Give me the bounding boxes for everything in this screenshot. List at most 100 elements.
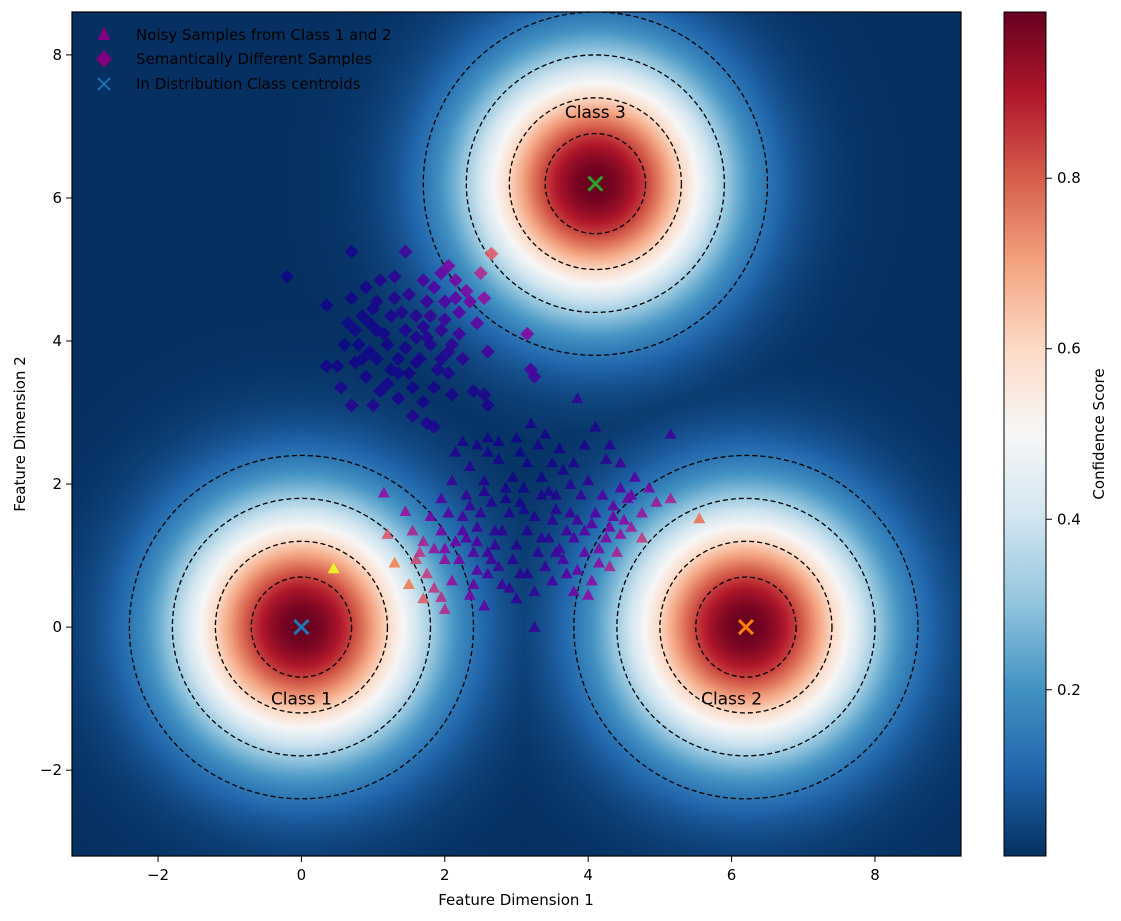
noisy-sample-point (546, 456, 559, 468)
confidence-contours (128, 12, 919, 800)
class-label: Class 2 (701, 690, 762, 710)
x-tick-label: −2 (147, 866, 169, 884)
semantic-sample-point (391, 366, 406, 381)
noisy-sample-point (560, 567, 573, 579)
noisy-sample-point (485, 553, 498, 564)
noisy-sample-point (567, 531, 580, 543)
colorbar-gradient (1003, 11, 1047, 857)
contour-circle (695, 576, 797, 678)
x-axis: −2 0 2 4 6 8 (147, 856, 880, 884)
semantic-sample-point (423, 308, 438, 323)
semantic-sample-point (380, 337, 395, 352)
noisy-sample-point (449, 445, 462, 457)
semantic-sample-point (444, 387, 459, 402)
noisy-sample-point (485, 495, 498, 507)
noisy-sample-point (618, 513, 631, 525)
colorbar-ticks: 0.2 0.4 0.6 0.8 (1046, 169, 1081, 699)
noisy-sample-point (471, 535, 484, 547)
noisy-sample-point (445, 474, 458, 486)
noisy-sample-point (449, 535, 462, 547)
noisy-sample-point (492, 453, 505, 464)
semantic-sample-point (480, 398, 495, 413)
noisy-sample-point (603, 438, 616, 450)
semantic-sample-point (441, 344, 456, 359)
noisy-sample-point (535, 470, 548, 482)
x-tick-label: 2 (440, 866, 450, 884)
noisy-sample-point (499, 492, 512, 504)
noisy-sample-point (435, 524, 448, 536)
semantic-sample-point (441, 366, 456, 381)
legend-label-centroids: In Distribution Class centroids (136, 75, 361, 93)
semantic-sample-point (398, 341, 413, 356)
semantic-sample-point (344, 244, 359, 259)
semantic-sample-point (398, 323, 413, 338)
noisy-sample-point (585, 574, 598, 586)
noisy-sample-point (503, 506, 516, 518)
semantic-sample-point (351, 337, 366, 352)
semantic-sample-point (337, 337, 352, 352)
noisy-sample-point (546, 513, 559, 525)
noisy-sample-point (503, 581, 516, 593)
legend: Noisy Samples from Class 1 and 2 Semanti… (96, 26, 392, 93)
noisy-sample-point (539, 428, 552, 439)
x-tick-label: 4 (583, 866, 593, 884)
noisy-sample-point (510, 538, 523, 550)
noisy-sample-point (406, 524, 419, 536)
semantic-sample-point (358, 280, 373, 295)
semantic-sample-point (419, 416, 434, 431)
noisy-sample-point (564, 478, 577, 489)
noisy-sample-point (664, 428, 677, 439)
x-tick-label: 0 (297, 866, 307, 884)
semantic-sample-point (401, 366, 416, 381)
noisy-sample-point (546, 574, 559, 586)
class-labels: Class 1 Class 2 Class 3 (271, 103, 762, 710)
semantic-sample-point (394, 305, 409, 320)
noisy-sample-point (524, 417, 537, 429)
contour-circle (250, 576, 353, 678)
semantic-sample-point (405, 380, 420, 395)
noisy-sample-point (467, 578, 480, 590)
semantic-sample-point (384, 308, 399, 323)
noisy-sample-point (420, 567, 433, 579)
noisy-sample-point (578, 438, 591, 450)
semantic-sample-point (419, 294, 434, 309)
noisy-sample-point (614, 528, 627, 539)
noisy-sample-point (549, 488, 562, 500)
noisy-sample-point (528, 510, 541, 522)
noisy-sample-point (600, 531, 613, 543)
noisy-sample-point (471, 520, 484, 532)
noisy-sample-point (456, 524, 469, 536)
semantic-sample-point (409, 308, 424, 323)
semantic-sample-point (523, 362, 538, 377)
semantic-sample-point (376, 326, 391, 341)
noisy-sample-point (456, 435, 469, 446)
semantic-sample-point (459, 283, 474, 298)
semantic-sample-point (387, 269, 402, 284)
noisy-sample-point (582, 588, 595, 600)
semantic-sample-point (452, 326, 467, 341)
noisy-sample-point (428, 581, 441, 593)
noisy-sample-point (399, 505, 412, 517)
noisy-sample-point (603, 560, 616, 572)
semantic-sample-point (448, 291, 463, 306)
noisy-sample-point (463, 588, 476, 600)
semantic-sample-point (355, 308, 370, 323)
noisy-sample-point (557, 553, 570, 564)
noisy-sample-point (614, 456, 627, 468)
noisy-sample-point (567, 456, 580, 468)
contour-circle (214, 540, 389, 714)
noisy-sample-point (589, 420, 602, 432)
noisy-sample-point (535, 488, 548, 500)
semantic-sample-point (473, 266, 488, 281)
noisy-sample-point (571, 563, 584, 575)
semantic-sample-point (466, 384, 481, 399)
semantic-samples-series (280, 244, 542, 434)
semantic-sample-point (434, 351, 449, 366)
noisy-sample-point (600, 453, 613, 464)
semantic-sample-point (441, 258, 456, 273)
legend-triangle-marker (97, 26, 111, 40)
noisy-sample-point (492, 560, 505, 572)
semantic-sample-point (341, 316, 356, 331)
noisy-sample-point (456, 510, 469, 522)
contour-circle (422, 12, 769, 356)
